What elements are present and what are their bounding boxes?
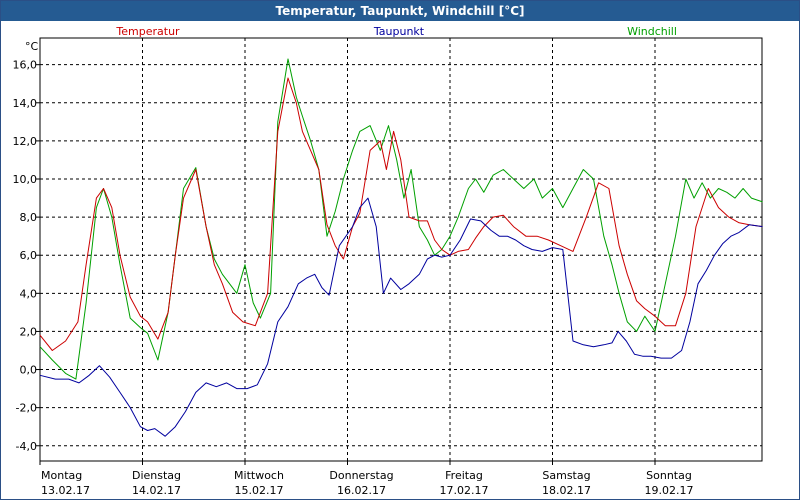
x-date-label: 19.02.17: [645, 484, 694, 497]
x-day-label: Montag: [41, 469, 82, 482]
y-tick-label: 14,0: [13, 97, 38, 110]
series-line-taupunkt: [39, 197, 763, 437]
x-date-label: 16.02.17: [337, 484, 386, 497]
legend-taupunkt: Taupunkt: [373, 25, 425, 38]
x-day-label: Mittwoch: [234, 469, 284, 482]
x-date-label: 17.02.17: [440, 484, 489, 497]
x-date-label: 13.02.17: [41, 484, 90, 497]
plot-area: [39, 37, 763, 462]
y-tick-label: -2,0: [16, 402, 37, 415]
y-tick-label: 4,0: [20, 287, 38, 300]
y-tick-label: -4,0: [16, 440, 37, 453]
y-tick-label: 10,0: [13, 173, 38, 186]
series-line-temperatur: [39, 77, 763, 351]
window-title: Temperatur, Taupunkt, Windchill [°C]: [1, 1, 799, 21]
y-axis-unit: °C: [25, 40, 39, 53]
y-tick-label: 8,0: [20, 211, 38, 224]
x-day-label: Donnerstag: [329, 469, 393, 482]
y-tick-label: 2,0: [20, 325, 38, 338]
x-day-label: Dienstag: [132, 469, 181, 482]
x-date-label: 15.02.17: [235, 484, 284, 497]
x-date-label: 14.02.17: [132, 484, 181, 497]
y-tick-label: 16,0: [13, 59, 38, 72]
x-day-label: Freitag: [445, 469, 483, 482]
y-tick-label: 6,0: [20, 249, 38, 262]
x-date-label: 18.02.17: [542, 484, 591, 497]
legend-windchill: Windchill: [627, 25, 677, 38]
y-tick-label: 0,0: [20, 364, 38, 377]
x-day-label: Sonntag: [646, 469, 692, 482]
x-day-label: Samstag: [542, 469, 590, 482]
legend-temperatur: Temperatur: [115, 25, 180, 38]
y-tick-label: 12,0: [13, 135, 38, 148]
